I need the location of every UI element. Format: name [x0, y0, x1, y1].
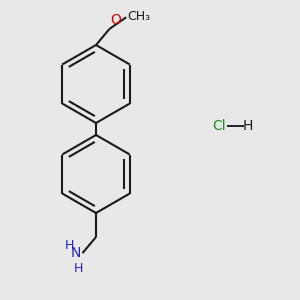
Text: CH₃: CH₃	[128, 10, 151, 23]
Text: Cl: Cl	[212, 119, 226, 133]
Text: H: H	[65, 238, 74, 252]
Text: N: N	[70, 246, 81, 260]
Text: H: H	[73, 262, 83, 275]
Text: O: O	[110, 14, 121, 27]
Text: H: H	[243, 119, 253, 133]
